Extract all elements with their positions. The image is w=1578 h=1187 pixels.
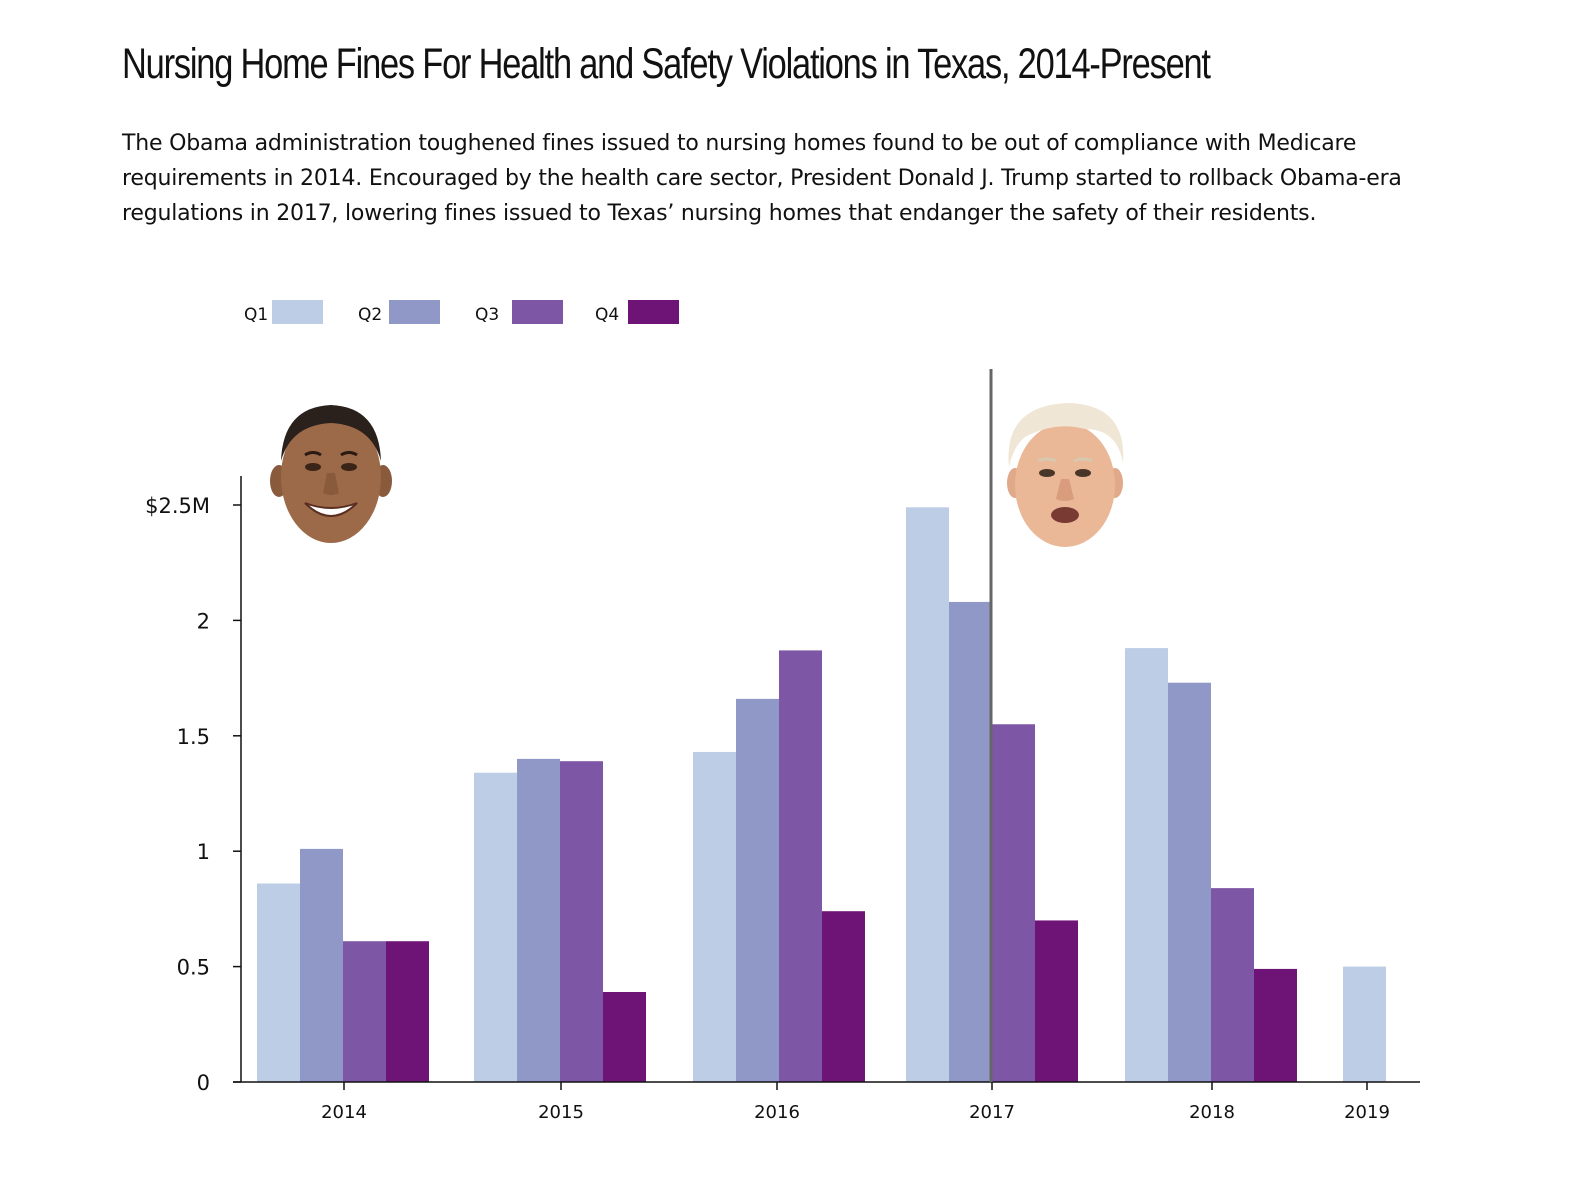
bar-2018-q2 (1168, 682, 1211, 1082)
bar-2016-q4 (822, 911, 865, 1082)
y-tick-label: 1 (197, 840, 210, 864)
legend-label-q4: Q4 (595, 305, 619, 325)
x-tick-label: 2018 (1189, 1102, 1235, 1123)
x-tick-label: 2015 (538, 1102, 584, 1123)
bar-2014-q1 (257, 883, 300, 1082)
bar-2017-q4 (1035, 920, 1078, 1082)
bar-2017-q3 (992, 724, 1035, 1082)
x-tick-label: 2017 (969, 1102, 1015, 1123)
bar-2017-q2 (949, 601, 992, 1082)
y-tick-label: 1.5 (177, 725, 210, 749)
legend-swatch-q4 (628, 300, 679, 324)
bar-2019-q1 (1343, 966, 1386, 1082)
x-tick-label: 2016 (754, 1102, 800, 1123)
bar-2016-q1 (693, 751, 736, 1082)
chart-bars (257, 507, 1386, 1083)
chart-axes: 0 0.5 1 1.5 2 $2.5M 2014 2015 2016 2017 2018 2019 (145, 369, 1420, 1123)
bar-2018-q4 (1254, 968, 1297, 1082)
y-tick-label: 0 (197, 1071, 210, 1095)
legend-label-q3: Q3 (475, 305, 499, 325)
y-tick-label: 2 (197, 609, 210, 633)
bar-2014-q3 (343, 941, 386, 1082)
bar-2018-q3 (1211, 888, 1254, 1082)
bar-2017-q1 (906, 507, 949, 1083)
legend-label-q2: Q2 (358, 305, 382, 325)
y-tick-label: 0.5 (177, 956, 210, 980)
bar-2015-q2 (517, 758, 560, 1082)
legend-label-q1: Q1 (244, 305, 268, 325)
trump-face-icon (1007, 403, 1124, 547)
bar-2018-q1 (1125, 648, 1168, 1082)
x-tick-label: 2019 (1344, 1102, 1390, 1123)
chart-legend: Q1 Q2 Q3 Q4 (244, 300, 679, 325)
bar-2016-q3 (779, 650, 822, 1082)
bar-2015-q4 (603, 991, 646, 1082)
obama-face-icon (270, 405, 392, 543)
legend-swatch-q1 (272, 300, 323, 324)
legend-swatch-q3 (512, 300, 563, 324)
chart-title: Nursing Home Fines For Health and Safety… (122, 40, 1211, 88)
bar-2014-q4 (386, 941, 429, 1082)
x-tick-label: 2014 (321, 1102, 367, 1123)
bar-2015-q3 (560, 761, 603, 1082)
y-tick-label: $2.5M (145, 494, 210, 518)
chart-subtitle: The Obama administration toughened fines… (122, 131, 1402, 226)
bar-2015-q1 (474, 772, 517, 1082)
bar-2014-q2 (300, 848, 343, 1082)
bar-2016-q2 (736, 698, 779, 1082)
legend-swatch-q2 (389, 300, 440, 324)
